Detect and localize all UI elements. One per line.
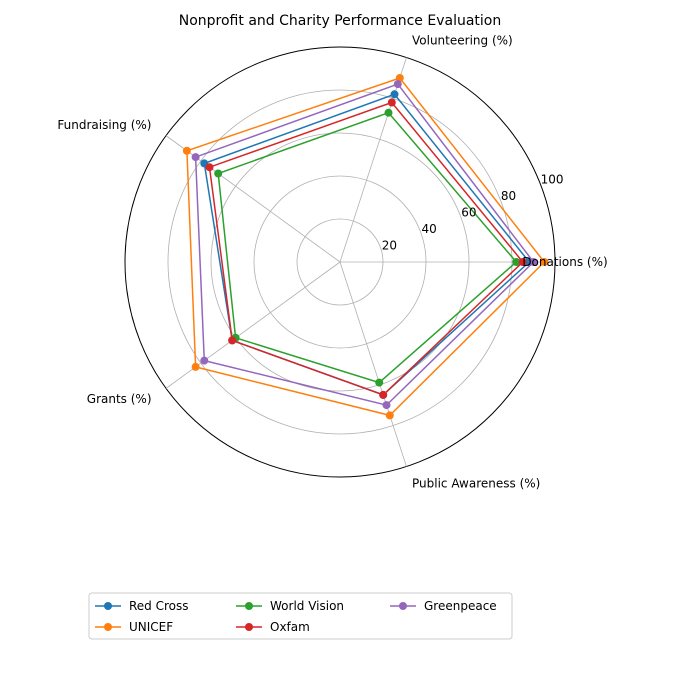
legend-label: World Vision [270,599,344,613]
axis-label: Public Awareness (%) [412,477,540,491]
radar-axes [165,57,555,467]
legend-item: UNICEF [95,620,173,634]
axis-spoke [339,57,407,263]
legend-marker [245,623,253,631]
data-point [228,336,237,345]
data-point [382,401,391,410]
chart-title: Nonprofit and Charity Performance Evalua… [179,13,502,29]
series-line [217,111,518,384]
series-world-vision [214,108,521,387]
data-point [540,258,549,266]
legend-marker [245,602,253,610]
legend-item: Red Cross [95,599,189,613]
series-oxfam [205,98,527,399]
data-point [393,80,402,89]
data-point [205,163,214,172]
radar-series [182,74,549,420]
legend-marker [399,602,407,610]
data-point [385,411,394,420]
data-point [390,90,399,99]
radar-axis-labels: Donations (%) Volunteering (%) Fundraising… [57,33,607,490]
tick-label: 60 [461,206,476,220]
data-point [512,258,521,266]
legend-marker [104,602,112,610]
data-point [518,258,527,266]
series-unicef [182,74,549,420]
radar-tick-labels: 20 40 60 80 100 [382,173,564,253]
data-point [191,153,200,162]
legend-item: Greenpeace [390,599,497,613]
axis-spoke [165,135,341,263]
tick-label: 100 [541,173,564,187]
axis-spoke [339,261,407,467]
data-point [395,74,404,82]
series-line [186,77,546,417]
axis-label: Donations (%) [522,255,607,269]
series-greenpeace [191,80,538,410]
axis-label: Volunteering (%) [412,33,513,47]
series-line [194,83,535,406]
data-point [387,98,396,107]
legend-item: Oxfam [236,620,310,634]
legend-label: Oxfam [270,620,310,634]
tick-label: 20 [382,239,397,253]
axis-label: Grants (%) [87,392,152,406]
data-point [182,146,191,155]
legend-label: Greenpeace [424,599,497,613]
data-point [529,258,538,266]
tick-label: 80 [501,189,516,203]
tick-label: 40 [422,222,437,236]
legend-marker [104,623,112,631]
data-point [384,108,393,117]
legend: Red Cross UNICEF World Vision Oxfam Greenpea… [88,592,513,640]
data-point [375,378,384,387]
data-point [379,390,388,399]
series-line [208,101,524,396]
legend-item: World Vision [236,599,344,613]
legend-label: Red Cross [129,599,189,613]
data-point [191,362,200,371]
series-line [203,93,531,396]
axis-label: Fundraising (%) [57,118,151,132]
legend-label: UNICEF [129,620,173,634]
data-point [200,356,209,365]
data-point [214,169,223,178]
